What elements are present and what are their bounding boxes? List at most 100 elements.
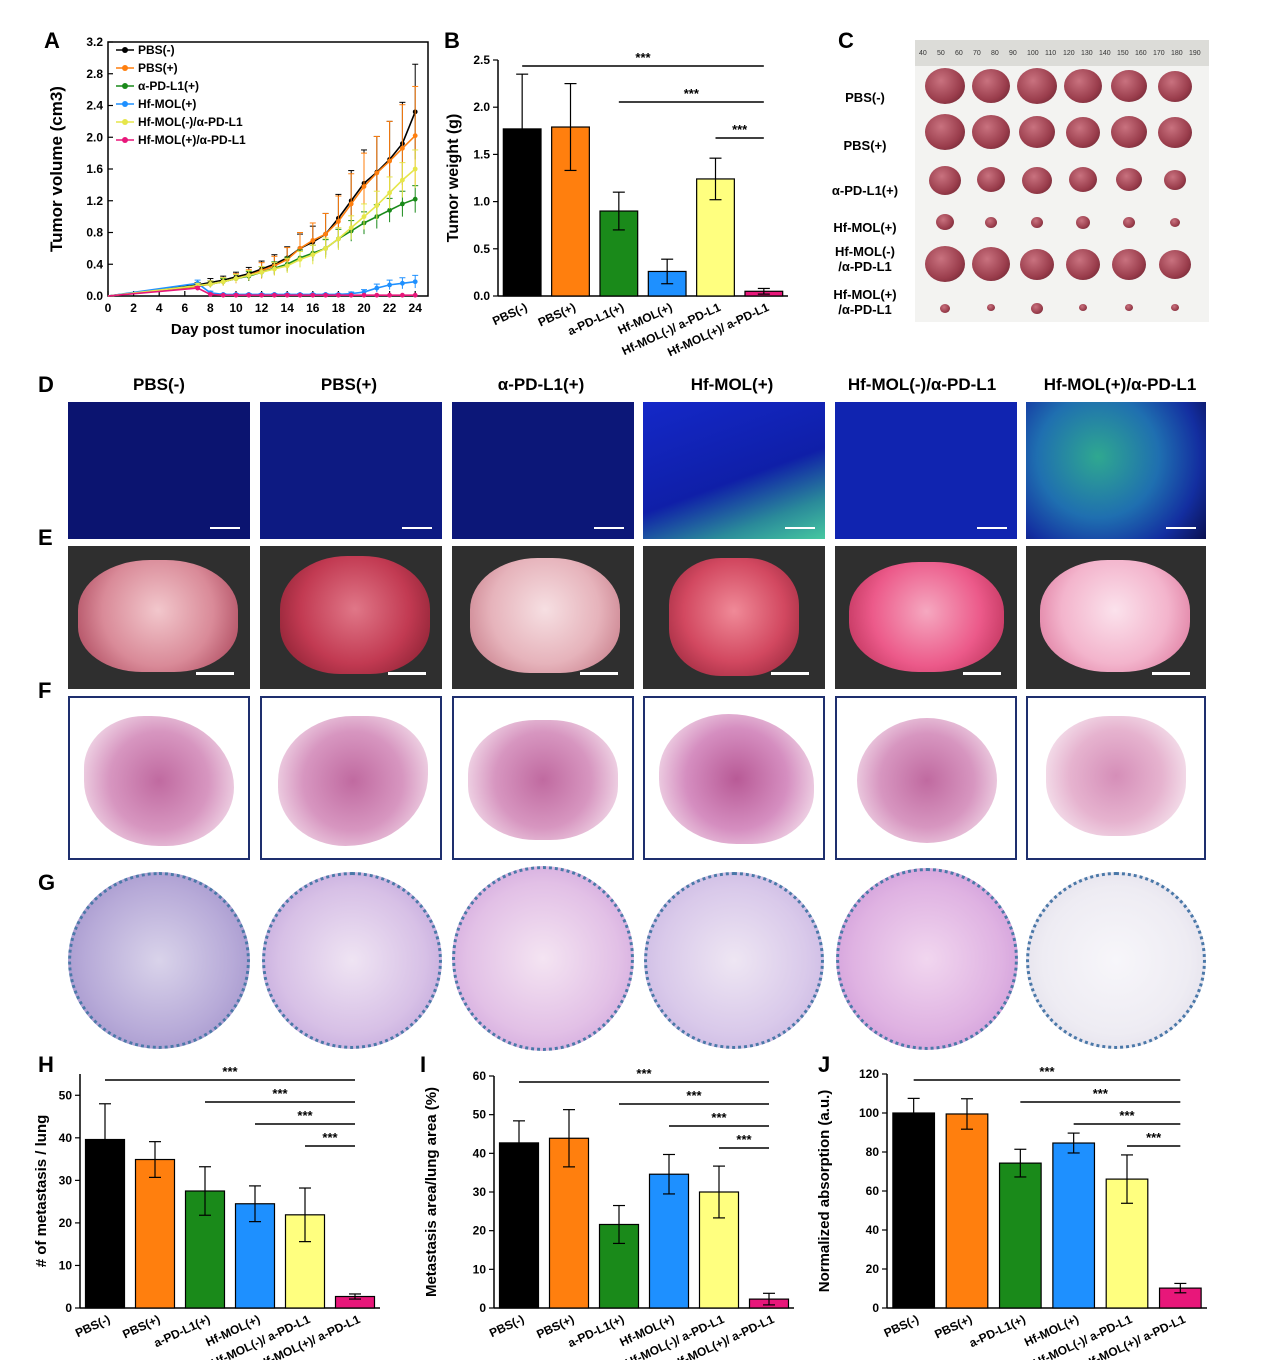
significance-label: *** [732,122,748,137]
tumor [1164,170,1186,191]
chart-j-absorption: 0 20 40 60 80 100 120 Normalized absorption (a.… [816,1064,1207,1360]
he-section [835,696,1017,860]
tumor [925,246,965,282]
data-point [233,292,239,298]
y-tick-label: 10 [59,1258,73,1272]
photo-row-label-line1: PBS(-) [845,90,885,105]
bar [892,1112,936,1309]
significance-label: *** [1093,1086,1109,1101]
y-tick-label: 40 [59,1131,73,1145]
x-tick-label: 22 [383,301,397,315]
col-label-hfmol-neg-apdl1: Hf-MOL(-)/α-PD-L1 [847,375,997,394]
data-point [336,218,341,224]
photo-row-label: α-PD-L1(+) [810,183,920,198]
significance-label: *** [1039,1064,1055,1079]
y-tick-label: 2.4 [86,99,103,113]
data-point [246,272,252,278]
scale-bar [977,527,1007,529]
x-tick-label: 12 [255,301,269,315]
tumor [1022,166,1052,194]
legend-entry: PBS(+) [138,61,178,75]
data-point [361,214,367,220]
significance-label: *** [272,1086,288,1101]
tumor [1158,116,1192,148]
data-point [246,292,252,298]
y-tick-label: 2.0 [86,130,103,144]
x-category-label: a-PD-L1(+) [566,1312,627,1350]
photo-row-label: PBS(+) [810,138,920,153]
col-label-apdl1: α-PD-L1(+) [497,375,585,394]
lung-photo [260,546,442,689]
x-category-label: PBS(-) [73,1312,112,1340]
col-label-hfmol-pos-apdl1: Hf-MOL(+)/α-PD-L1 [1043,375,1197,394]
he-section [452,696,634,860]
significance-label: *** [636,1066,652,1081]
series-line [107,198,416,297]
scale-bar [1166,527,1196,529]
y-axis-label: Normalized absorption (a.u.) [816,1090,833,1293]
data-point [272,292,277,298]
photo-row-label-line1: Hf-MOL(+) [833,220,897,235]
tumor [1064,68,1102,103]
he-section [1026,696,1206,860]
tumor [1079,304,1087,312]
tumor [972,114,1010,149]
tumor [1031,302,1043,314]
x-category-label: a-PD-L1(+) [967,1312,1028,1350]
data-point [259,292,264,298]
significance-label: *** [736,1132,752,1147]
panel-letter-c: C [838,28,854,53]
scale-bar [402,527,432,529]
x-category-label: PBS(-) [490,300,529,328]
bar [134,1158,176,1309]
data-point [310,238,316,243]
y-tick-label: 2.5 [473,53,490,67]
ruler-tick-label: 60 [955,50,963,57]
data-point [348,201,354,207]
data-point [336,236,341,242]
legend-marker [122,101,128,107]
data-point [374,285,380,291]
tumor [1066,116,1100,148]
colony-dish [68,872,250,1049]
ruler-tick-label: 40 [919,50,927,57]
x-tick-label: 6 [181,301,188,315]
panel-letter-f: F [38,678,52,703]
significance-label: *** [222,1064,238,1079]
tumor [1066,248,1100,280]
x-tick-label: 14 [281,301,295,315]
x-axis-label: Day post tumor inoculation [171,321,365,338]
tumor [1112,248,1146,280]
x-tick-label: 10 [229,301,243,315]
x-tick-label: 20 [357,301,371,315]
colony-dish [452,866,634,1051]
tumor [1031,216,1043,228]
y-tick-label: 3.2 [86,35,103,49]
data-point [297,257,303,262]
y-tick-label: 30 [473,1185,487,1199]
y-tick-label: 20 [59,1216,73,1230]
lung-photo [452,546,634,689]
data-point [361,292,367,298]
tumor [977,167,1005,193]
ruler-tick-label: 80 [991,50,999,57]
data-point [208,281,213,287]
data-point [348,225,354,231]
col-label-pbs-pos: PBS(+) [320,375,378,394]
data-point [297,292,303,298]
scale-bar [785,527,815,529]
data-point [259,269,264,275]
bar [498,1142,540,1309]
y-tick-label: 50 [473,1108,487,1122]
legend-entry: Hf-MOL(+) [138,97,196,111]
data-point [195,285,201,291]
ruler-tick-label: 70 [973,50,981,57]
fluorescence-image [68,402,250,539]
tumor [925,114,965,150]
tumor [1158,70,1192,102]
tumor [1125,304,1133,312]
bar [1052,1142,1096,1309]
y-tick-label: 0.4 [86,257,103,271]
data-point [348,292,354,298]
